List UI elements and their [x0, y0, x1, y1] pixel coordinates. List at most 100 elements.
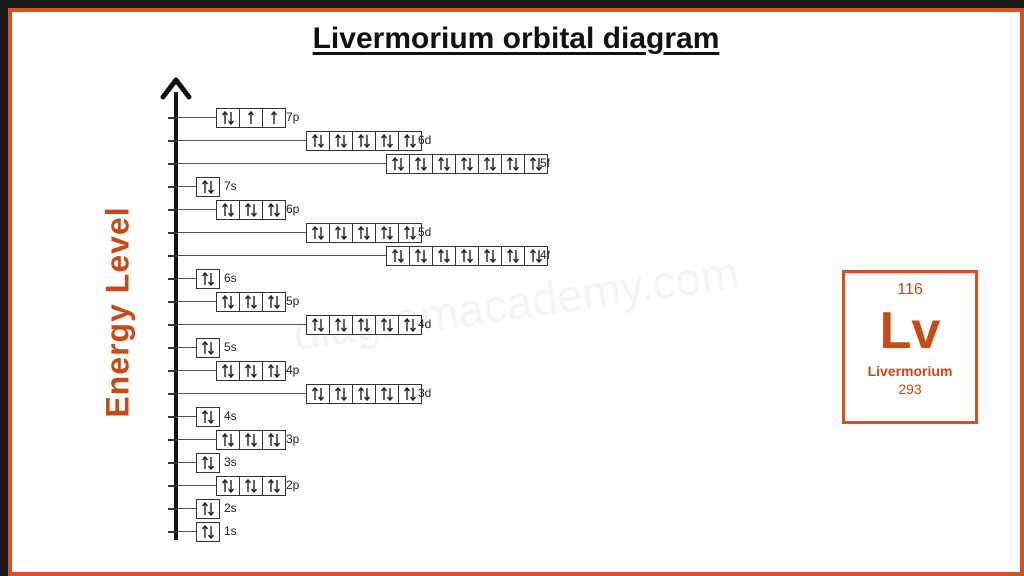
orbital-box: [375, 315, 399, 335]
orbital-label: 3p: [286, 432, 299, 446]
orbital-boxes: [216, 200, 286, 220]
orbital-label: 1s: [224, 524, 237, 538]
orbital-box: [216, 292, 240, 312]
orbital-label: 4s: [224, 409, 237, 423]
axis-tick: [168, 508, 178, 510]
orbital-5s: 5s: [176, 338, 936, 358]
orbital-box: [196, 453, 220, 473]
leader-line: [178, 186, 196, 187]
orbital-boxes: [216, 476, 286, 496]
orbital-label: 7s: [224, 179, 237, 193]
axis-tick: [168, 117, 178, 119]
orbital-boxes: [196, 453, 220, 473]
page-title: Livermorium orbital diagram: [12, 22, 1020, 56]
orbital-box: [306, 384, 330, 404]
orbital-boxes: [386, 154, 548, 174]
orbital-boxes: [216, 292, 286, 312]
axis-tick: [168, 462, 178, 464]
orbital-box: [239, 292, 263, 312]
orbital-box: [239, 361, 263, 381]
orbital-box: [375, 223, 399, 243]
orbital-box: [262, 108, 286, 128]
orbital-label: 2s: [224, 501, 237, 515]
leader-line: [178, 301, 216, 302]
orbital-boxes: [196, 269, 220, 289]
axis-tick: [168, 347, 178, 349]
orbital-box: [239, 430, 263, 450]
orbital-box: [196, 499, 220, 519]
orbital-box: [306, 223, 330, 243]
orbital-boxes: [196, 338, 220, 358]
axis-tick: [168, 439, 178, 441]
axis-arrowhead: [160, 76, 192, 100]
axis-tick: [168, 416, 178, 418]
leader-line: [178, 117, 216, 118]
orbital-box: [455, 154, 479, 174]
orbital-2s: 2s: [176, 499, 936, 519]
orbital-1s: 1s: [176, 522, 936, 542]
orbital-5p: 5p: [176, 292, 936, 312]
orbital-5d: 5d: [176, 223, 936, 243]
leader-line: [178, 324, 306, 325]
orbital-box: [432, 246, 456, 266]
orbital-box: [478, 154, 502, 174]
leader-line: [178, 347, 196, 348]
leader-line: [178, 163, 386, 164]
orbital-box: [239, 476, 263, 496]
orbital-label: 5f: [540, 156, 550, 170]
leader-line: [178, 370, 216, 371]
orbital-boxes: [306, 131, 422, 151]
atomic-number: 116: [845, 281, 975, 299]
orbital-7p: 7p: [176, 108, 936, 128]
axis-tick: [168, 531, 178, 533]
orbital-box: [262, 476, 286, 496]
orbital-box: [262, 200, 286, 220]
orbital-box: [409, 154, 433, 174]
orbital-label: 2p: [286, 478, 299, 492]
orbital-boxes: [196, 177, 220, 197]
orbital-box: [352, 315, 376, 335]
orbital-label: 5s: [224, 340, 237, 354]
orbital-box: [352, 223, 376, 243]
orbital-box: [216, 361, 240, 381]
orbital-boxes: [216, 430, 286, 450]
orbital-4d: 4d: [176, 315, 936, 335]
orbital-box: [196, 177, 220, 197]
orbital-boxes: [306, 384, 422, 404]
leader-line: [178, 439, 216, 440]
element-name: Livermorium: [845, 363, 975, 379]
axis-tick: [168, 393, 178, 395]
leader-line: [178, 485, 216, 486]
axis-label: Energy Level: [100, 206, 137, 417]
orbital-boxes: [196, 522, 220, 542]
axis-tick: [168, 232, 178, 234]
orbital-4s: 4s: [176, 407, 936, 427]
axis-tick: [168, 209, 178, 211]
leader-line: [178, 508, 196, 509]
orbital-box: [196, 407, 220, 427]
orbital-box: [386, 154, 410, 174]
orbital-box: [239, 200, 263, 220]
orbital-label: 3d: [418, 386, 431, 400]
orbital-boxes: [386, 246, 548, 266]
orbital-box: [501, 246, 525, 266]
element-symbol: Lv: [845, 305, 975, 357]
orbital-boxes: [196, 499, 220, 519]
orbital-box: [329, 384, 353, 404]
orbital-box: [262, 292, 286, 312]
orbital-box: [409, 246, 433, 266]
axis-tick: [168, 278, 178, 280]
leader-line: [178, 416, 196, 417]
orbital-box: [262, 430, 286, 450]
leader-line: [178, 462, 196, 463]
orbital-label: 4f: [540, 248, 550, 262]
orbital-4f: 4f: [176, 246, 936, 266]
orbital-box: [239, 108, 263, 128]
orbital-6p: 6p: [176, 200, 936, 220]
orbital-box: [216, 200, 240, 220]
leader-line: [178, 140, 306, 141]
orbital-box: [329, 315, 353, 335]
orbital-label: 6d: [418, 133, 431, 147]
orbital-boxes: [196, 407, 220, 427]
orbital-label: 5p: [286, 294, 299, 308]
